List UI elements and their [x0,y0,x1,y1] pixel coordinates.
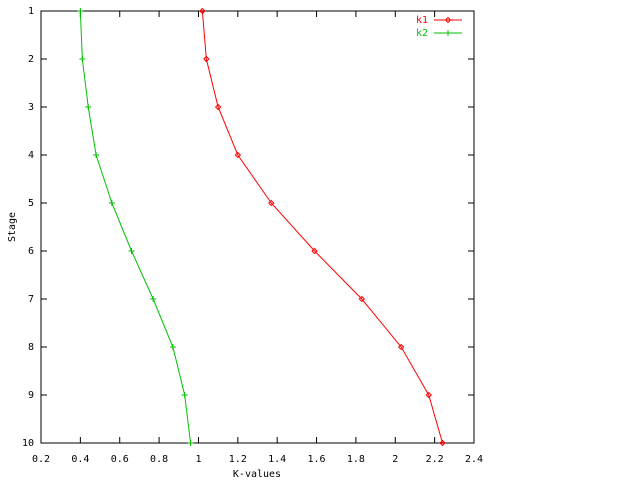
point [311,247,318,255]
x-tick-label: 1.6 [308,454,326,465]
x-tick-label: 0.6 [111,454,129,465]
point [397,343,405,351]
legend-marker [445,30,451,36]
x-tick-label: 1.2 [229,454,247,465]
legend-label: k2 [416,28,428,39]
point [108,200,115,206]
x-tick-label: 1.8 [347,454,365,465]
point [425,391,432,399]
y-tick-label: 7 [28,294,34,305]
y-tick-label: 9 [28,390,34,401]
x-axis-label: K-values [233,469,281,480]
point [187,440,194,446]
series-line [201,10,443,444]
y-tick-label: 1 [28,6,34,17]
y-tick-label: 8 [28,342,34,353]
point [358,295,366,303]
point [181,392,188,398]
y-tick-label: 4 [28,150,34,161]
y-tick-label: 2 [28,54,34,65]
point [234,151,242,159]
point [93,152,100,158]
point [128,248,135,254]
x-tick-label: 0.2 [32,454,50,465]
point [268,199,275,207]
x-tick-label: 2.2 [426,454,444,465]
series-line [79,10,192,444]
y-axis-label: Stage [7,212,18,242]
point [439,439,446,447]
x-tick-label: 0.8 [150,454,168,465]
point [169,344,176,350]
point [199,7,206,15]
x-tick-label: 1.4 [268,454,286,465]
point [214,103,222,111]
point [150,296,157,302]
point [77,8,84,14]
plot-frame [40,10,475,444]
legend-label: k1 [416,15,428,26]
point [85,104,92,110]
x-tick-label: 0.4 [71,454,89,465]
y-tick-label: 6 [28,246,34,257]
y-tick-label: 5 [28,198,34,209]
legend-marker [444,16,452,24]
y-tick-label: 3 [28,102,34,113]
point [79,56,86,62]
x-tick-label: 1 [195,454,201,465]
point [203,55,210,63]
y-tick-label: 10 [22,438,34,449]
x-tick-label: 2 [392,454,398,465]
x-tick-label: 2.4 [465,454,483,465]
